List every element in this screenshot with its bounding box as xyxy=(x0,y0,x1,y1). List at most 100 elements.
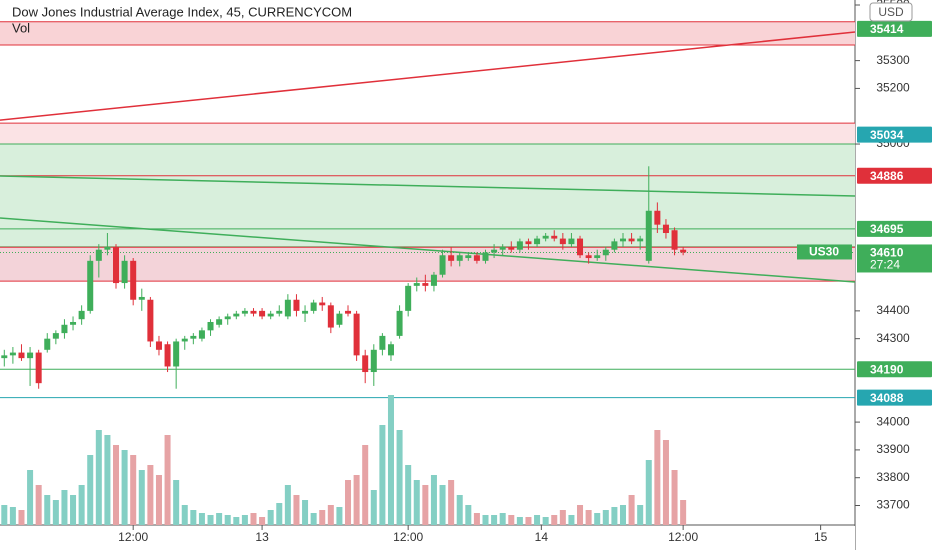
symbol-label: US30 xyxy=(809,245,839,259)
volume-bar xyxy=(181,505,188,525)
candle-body xyxy=(35,352,42,384)
volume-bar xyxy=(422,485,429,525)
x-tick-label: 15 xyxy=(814,530,828,544)
candle-body xyxy=(9,352,16,356)
candle-body xyxy=(87,260,94,311)
candle-body xyxy=(645,210,652,261)
candle-body xyxy=(551,235,558,239)
candle-body xyxy=(430,274,437,286)
price-tag xyxy=(857,361,932,378)
candle-body xyxy=(379,335,386,350)
price-tag-label: 34088 xyxy=(870,391,904,405)
candle-body xyxy=(671,230,678,250)
trend-line xyxy=(0,31,856,121)
volume-bar xyxy=(662,440,669,525)
y-tick-label: 34300 xyxy=(876,331,910,345)
volume-bar xyxy=(508,515,515,525)
price-tag xyxy=(857,389,932,406)
candle-body xyxy=(594,255,601,259)
volume-bar xyxy=(302,500,309,525)
volume-bar xyxy=(499,513,506,525)
candle-body xyxy=(680,249,687,253)
candle-body xyxy=(224,316,231,320)
candle-body xyxy=(112,246,120,284)
y-tick-label: 34000 xyxy=(876,414,910,428)
volume-bar xyxy=(78,485,85,525)
volume-bar xyxy=(233,517,240,525)
currency: USD xyxy=(878,5,904,19)
candle-body xyxy=(542,235,549,239)
candle-body xyxy=(173,341,180,367)
trend-line xyxy=(0,175,856,197)
last-price-tag xyxy=(857,244,932,273)
volume-bar xyxy=(551,515,558,525)
symbol-tag xyxy=(797,244,852,260)
candle-body xyxy=(602,249,609,256)
volume-bar xyxy=(577,505,584,525)
volume-bar xyxy=(491,515,498,525)
price-tag-label: 34695 xyxy=(870,222,904,236)
candle-body xyxy=(611,241,618,250)
candle-body xyxy=(362,355,369,373)
candle-body xyxy=(250,310,257,314)
volume-bar xyxy=(35,485,42,525)
candle-body xyxy=(662,224,669,234)
volume-bar xyxy=(241,515,248,525)
candle-body xyxy=(465,255,472,259)
candle-body xyxy=(439,255,446,275)
price-tag xyxy=(857,126,932,143)
volume-bar xyxy=(267,510,274,525)
candle-body xyxy=(70,321,77,325)
volume-bar xyxy=(95,430,102,525)
candle-body xyxy=(293,299,300,311)
trend-line xyxy=(0,217,856,283)
x-tick-label: 12:00 xyxy=(668,530,698,544)
candle-body xyxy=(628,238,635,242)
volume-bar xyxy=(585,510,592,525)
candle-body xyxy=(525,241,532,245)
currency-box xyxy=(869,2,913,22)
candle-body xyxy=(259,310,266,317)
last-price-label: 34610 xyxy=(870,246,904,260)
volume-bar xyxy=(594,513,601,525)
candle-body xyxy=(155,341,162,350)
volume-bar xyxy=(44,495,51,525)
candle-body xyxy=(302,310,309,314)
y-tick-label: 33700 xyxy=(876,498,910,512)
candle-body xyxy=(413,283,420,286)
candle-body xyxy=(147,299,154,342)
volume-bar xyxy=(336,507,343,525)
candle-body xyxy=(207,321,214,331)
volume-bar xyxy=(387,395,394,525)
volume-bar xyxy=(250,513,257,525)
y-tick-label: 35200 xyxy=(876,81,910,95)
x-tick-label: 12:00 xyxy=(393,530,423,544)
volume-bar xyxy=(465,505,472,525)
candle-body xyxy=(619,238,626,242)
price-tag xyxy=(857,220,932,237)
volume-bar xyxy=(1,505,8,525)
volume-bar xyxy=(379,425,386,525)
candle-body xyxy=(491,249,498,253)
volume-bar xyxy=(405,465,412,525)
price-tag-label: 34190 xyxy=(870,362,904,376)
candle-body xyxy=(44,338,51,350)
candle-body xyxy=(448,255,455,261)
volume-bar xyxy=(310,513,317,525)
candle-body xyxy=(396,310,403,336)
volume-bar xyxy=(138,470,145,525)
volume-bar xyxy=(542,517,549,525)
y-tick-label: 33900 xyxy=(876,442,910,456)
candle-body xyxy=(577,238,584,256)
volume-bar xyxy=(525,517,532,525)
chart-title: Dow Jones Industrial Average Index, 45, … xyxy=(12,4,352,19)
candle-body xyxy=(52,333,59,339)
y-tick-label: 35300 xyxy=(876,53,910,67)
volume-bar xyxy=(559,510,566,525)
volume-bar xyxy=(637,505,644,525)
volume-bar xyxy=(207,515,214,525)
candle-body xyxy=(61,324,68,334)
candle-body xyxy=(130,260,137,300)
volume-bar xyxy=(680,500,687,525)
volume-bar xyxy=(216,513,223,525)
